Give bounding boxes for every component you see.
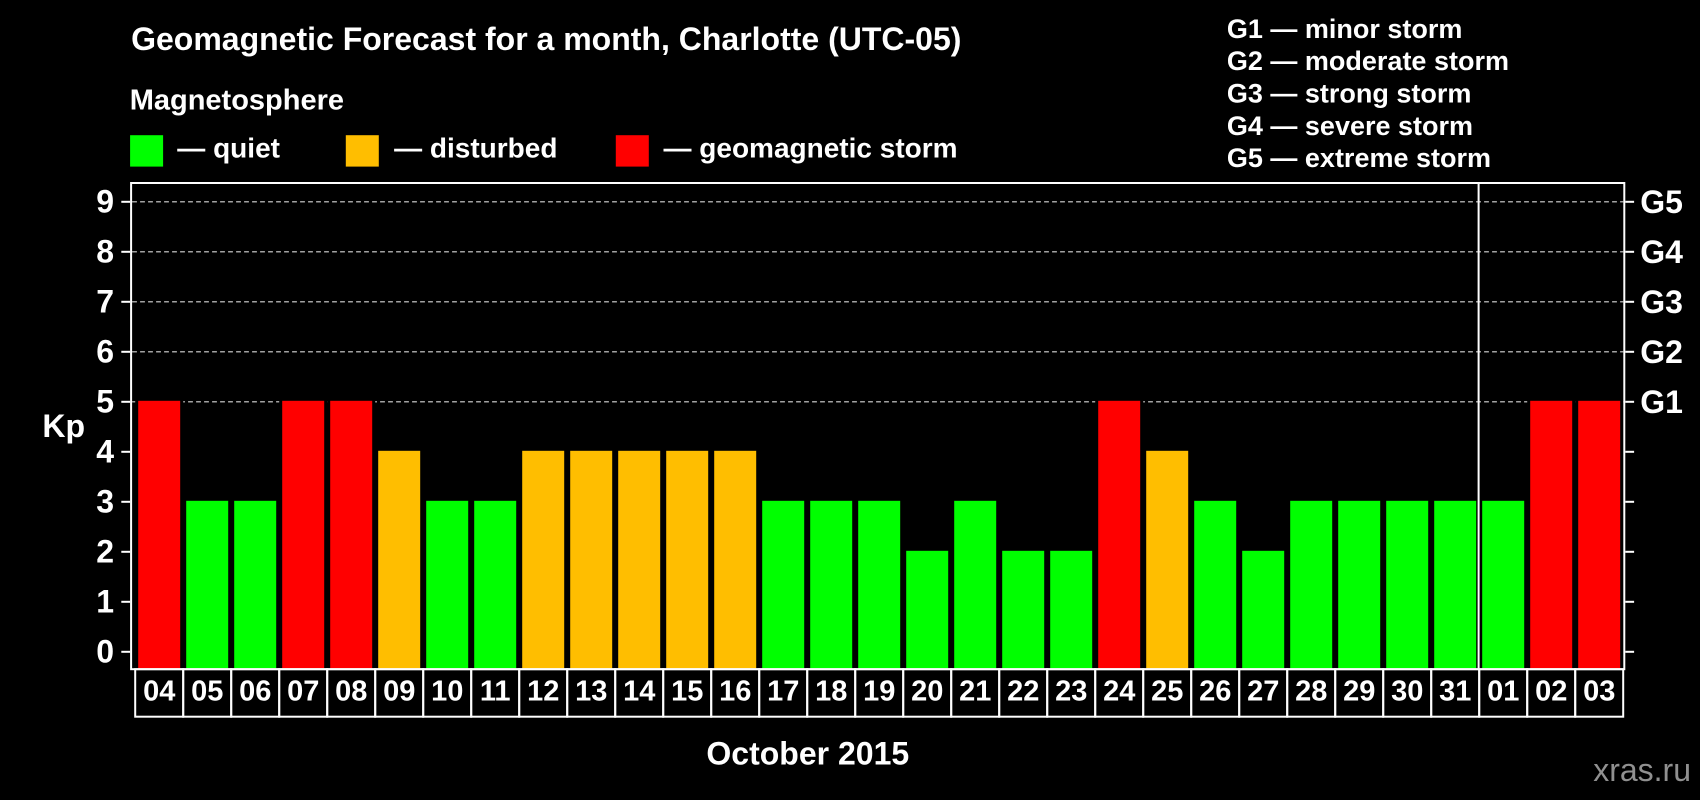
- svg-text:12: 12: [527, 676, 559, 708]
- svg-text:19: 19: [863, 676, 895, 708]
- svg-text:14: 14: [623, 676, 655, 708]
- svg-text:0: 0: [96, 634, 114, 670]
- svg-text:— geomagnetic storm: — geomagnetic storm: [664, 133, 958, 164]
- svg-text:9: 9: [96, 184, 114, 220]
- svg-text:G1: G1: [1640, 384, 1683, 420]
- svg-text:G4: G4: [1640, 234, 1683, 270]
- svg-text:Kp: Kp: [42, 408, 85, 444]
- svg-text:3: 3: [96, 484, 114, 520]
- svg-text:09: 09: [383, 676, 415, 708]
- svg-text:11: 11: [480, 676, 511, 708]
- svg-text:16: 16: [719, 676, 751, 708]
- svg-text:25: 25: [1151, 676, 1183, 708]
- svg-text:8: 8: [96, 234, 114, 270]
- svg-text:27: 27: [1247, 676, 1279, 708]
- svg-text:15: 15: [671, 676, 703, 708]
- svg-text:G4 — severe storm: G4 — severe storm: [1227, 111, 1473, 141]
- svg-text:05: 05: [191, 676, 223, 708]
- svg-text:G3: G3: [1640, 284, 1683, 320]
- svg-text:04: 04: [143, 676, 175, 708]
- svg-text:— disturbed: — disturbed: [394, 133, 557, 164]
- svg-text:10: 10: [431, 676, 463, 708]
- svg-text:23: 23: [1055, 676, 1087, 708]
- svg-text:Geomagnetic Forecast for a mon: Geomagnetic Forecast for a month, Charlo…: [131, 21, 961, 57]
- svg-text:October 2015: October 2015: [706, 736, 909, 772]
- svg-text:1: 1: [96, 584, 114, 620]
- svg-text:18: 18: [815, 676, 847, 708]
- svg-text:24: 24: [1103, 676, 1135, 708]
- svg-text:G5 — extreme storm: G5 — extreme storm: [1227, 143, 1491, 173]
- svg-text:01: 01: [1487, 676, 1519, 708]
- svg-text:G5: G5: [1640, 184, 1683, 220]
- svg-text:G3 — strong storm: G3 — strong storm: [1227, 79, 1472, 109]
- svg-text:20: 20: [911, 676, 943, 708]
- svg-text:— quiet: — quiet: [177, 133, 280, 164]
- svg-text:30: 30: [1391, 676, 1423, 708]
- svg-text:28: 28: [1295, 676, 1327, 708]
- svg-text:08: 08: [335, 676, 367, 708]
- svg-text:07: 07: [287, 676, 319, 708]
- svg-text:Magnetosphere: Magnetosphere: [130, 85, 344, 117]
- svg-text:xras.ru: xras.ru: [1593, 752, 1691, 788]
- svg-text:02: 02: [1535, 676, 1567, 708]
- svg-text:03: 03: [1583, 676, 1615, 708]
- svg-text:7: 7: [96, 284, 114, 320]
- svg-text:29: 29: [1343, 676, 1375, 708]
- svg-text:2: 2: [96, 534, 114, 570]
- svg-text:4: 4: [96, 434, 114, 470]
- svg-text:G2: G2: [1640, 334, 1683, 370]
- svg-text:G2 — moderate storm: G2 — moderate storm: [1227, 46, 1509, 76]
- svg-text:22: 22: [1007, 676, 1039, 708]
- svg-text:6: 6: [96, 334, 114, 370]
- svg-text:5: 5: [96, 384, 114, 420]
- svg-text:31: 31: [1439, 676, 1471, 708]
- svg-text:26: 26: [1199, 676, 1231, 708]
- svg-text:G1 — minor storm: G1 — minor storm: [1227, 14, 1463, 44]
- svg-text:17: 17: [767, 676, 799, 708]
- svg-text:21: 21: [959, 676, 991, 708]
- svg-text:06: 06: [239, 676, 271, 708]
- svg-text:13: 13: [575, 676, 607, 708]
